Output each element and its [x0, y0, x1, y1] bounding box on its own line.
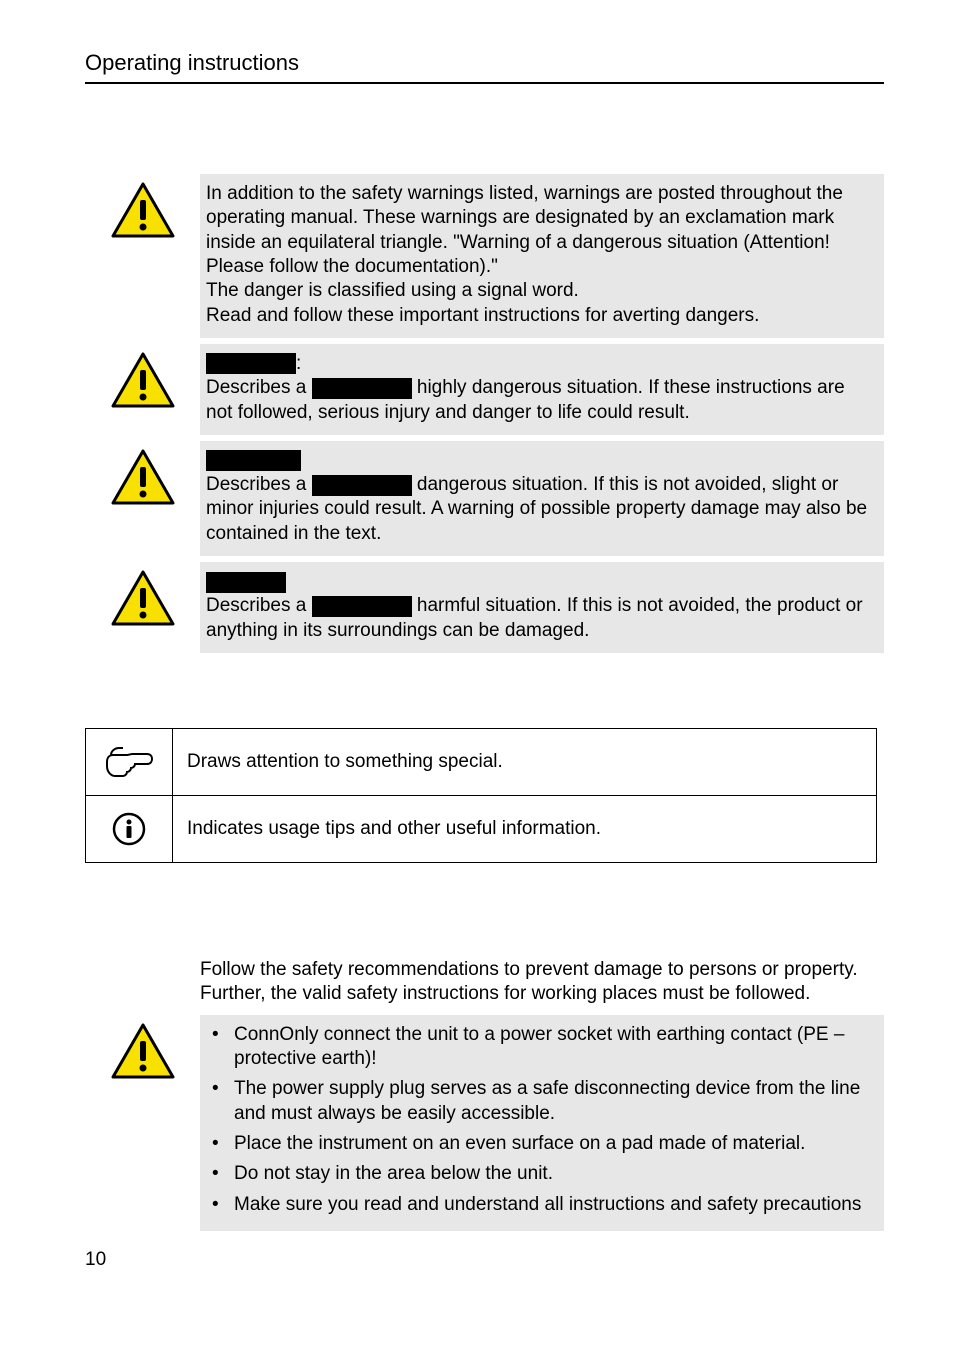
warning-triangle-icon [111, 570, 175, 626]
info-icon-cell [86, 729, 173, 795]
warning-1-text: : Describes a highly dangerous situation… [200, 344, 884, 435]
info-row-2: Indicates usage tips and other useful in… [86, 796, 876, 862]
safety-block: ConnOnly connect the unit to a power soc… [85, 1015, 884, 1231]
warning-3-text: Describes a harmful situation. If this i… [200, 562, 884, 653]
warning-block-intro: In addition to the safety warnings liste… [85, 174, 884, 338]
info-table: Draws attention to something special. In… [85, 728, 877, 863]
warning-block-1: : Describes a highly dangerous situation… [85, 344, 884, 435]
info-row-1: Draws attention to something special. [86, 729, 876, 796]
redacted-bar [206, 353, 296, 374]
warning-3-a: Describes a [206, 595, 306, 616]
warning-2-text: Describes a dangerous situation. If this… [200, 441, 884, 556]
page-header: Operating instructions [85, 50, 884, 84]
warning-block-3: Describes a harmful situation. If this i… [85, 562, 884, 653]
bullet-item: Do not stay in the area below the unit. [206, 1162, 870, 1186]
redacted-bar [312, 596, 412, 617]
warning-triangle-icon [111, 182, 175, 238]
info-text-1: Draws attention to something special. [173, 729, 876, 795]
warning-triangle-icon [111, 1023, 175, 1079]
warning-icon-cell [85, 441, 200, 556]
warning-intro-content: In addition to the safety warnings liste… [206, 183, 843, 326]
info-icon-cell [86, 796, 173, 862]
warning-2-b: dangerous situation. If this is not avoi… [206, 474, 867, 544]
pointing-hand-icon [103, 744, 155, 780]
info-circle-icon [112, 812, 146, 846]
bullet-item: Place the instrument on an even surface … [206, 1132, 870, 1156]
bullet-item: The power supply plug serves as a safe d… [206, 1077, 870, 1126]
warning-icon-cell [85, 344, 200, 435]
bullet-item: Make sure you read and understand all in… [206, 1193, 870, 1217]
warning-block-2: Describes a dangerous situation. If this… [85, 441, 884, 556]
safety-section: Follow the safety recommendations to pre… [85, 958, 884, 1231]
safety-list: ConnOnly connect the unit to a power soc… [200, 1015, 884, 1231]
warning-icon-cell [85, 174, 200, 338]
warning-intro-text: In addition to the safety warnings liste… [200, 174, 884, 338]
redacted-bar [206, 572, 286, 593]
warning-2-a: Describes a [206, 474, 306, 495]
bullet-item: ConnOnly connect the unit to a power soc… [206, 1023, 870, 1072]
redacted-bar [312, 475, 412, 496]
warning-1-a: Describes a [206, 377, 306, 398]
header-title: Operating instructions [85, 50, 299, 75]
redacted-bar [206, 450, 301, 471]
warning-triangle-icon [111, 352, 175, 408]
page-number: 10 [85, 1249, 884, 1271]
safety-icon-cell [85, 1015, 200, 1231]
info-text-2: Indicates usage tips and other useful in… [173, 796, 876, 862]
warning-triangle-icon [111, 449, 175, 505]
warning-icon-cell [85, 562, 200, 653]
redacted-bar [312, 378, 412, 399]
safety-intro: Follow the safety recommendations to pre… [200, 958, 884, 1007]
